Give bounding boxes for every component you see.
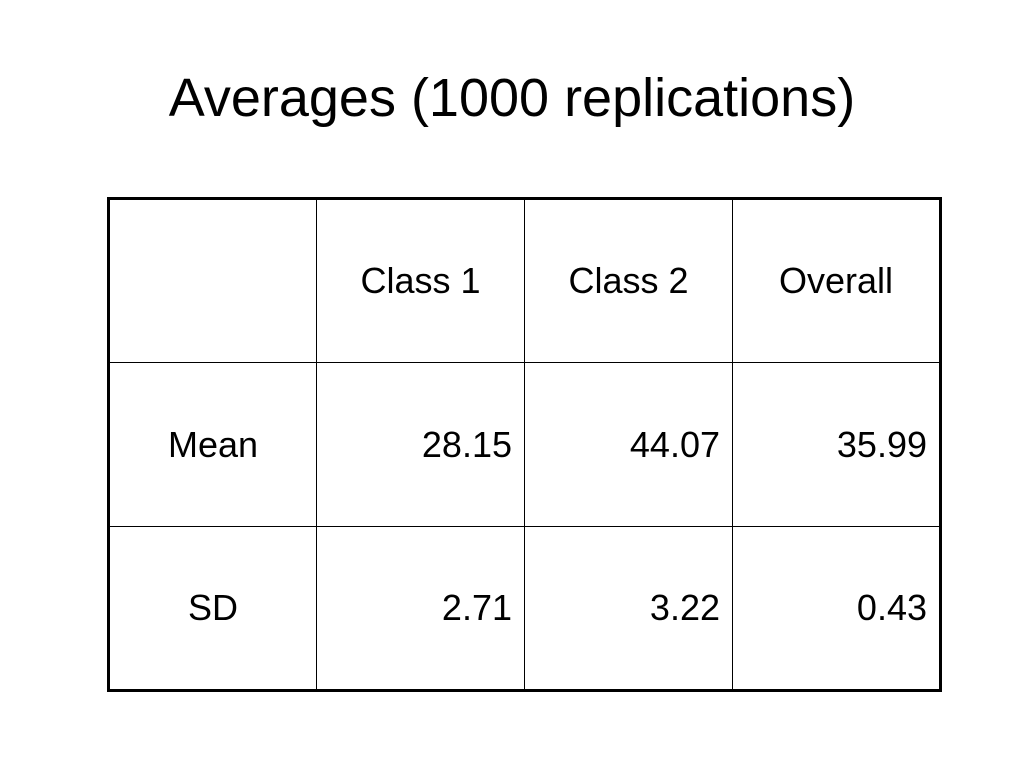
column-header-overall: Overall bbox=[732, 198, 941, 363]
row-label-mean: Mean bbox=[108, 362, 317, 527]
column-header-class-1: Class 1 bbox=[316, 198, 525, 363]
sd-class-1-value: 2.71 bbox=[316, 526, 525, 691]
corner-cell bbox=[108, 198, 317, 363]
column-header-class-2: Class 2 bbox=[524, 198, 733, 363]
sd-class-2-value: 3.22 bbox=[524, 526, 733, 691]
table-row-mean: Mean 28.15 44.07 35.99 bbox=[108, 362, 941, 527]
table-row-sd: SD 2.71 3.22 0.43 bbox=[108, 526, 941, 691]
mean-class-2-value: 44.07 bbox=[524, 362, 733, 527]
results-table: Class 1 Class 2 Overall Mean 28.15 44.07… bbox=[107, 197, 942, 692]
sd-overall-value: 0.43 bbox=[732, 526, 941, 691]
row-label-sd: SD bbox=[108, 526, 317, 691]
mean-class-1-value: 28.15 bbox=[316, 362, 525, 527]
slide-title: Averages (1000 replications) bbox=[168, 68, 856, 128]
mean-overall-value: 35.99 bbox=[732, 362, 941, 527]
header-row: Class 1 Class 2 Overall bbox=[108, 198, 941, 363]
